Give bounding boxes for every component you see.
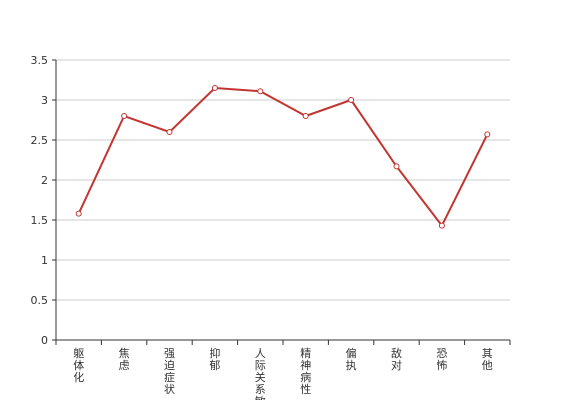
axes [52, 59, 511, 345]
x-tick-label: 偏执 [346, 346, 357, 372]
x-tick-labels: 躯体化 焦虑 强迫症状 抑郁 人际关系敏感 精神病性 偏执 敌对 恐怖 其他 [73, 346, 493, 404]
x-tick-label: 敌对 [391, 346, 402, 372]
data-point [302, 113, 309, 119]
y-tick-label: 3.5 [31, 54, 49, 67]
series-line [77, 87, 489, 227]
y-tick-label: 0.5 [31, 294, 49, 307]
data-point [211, 85, 218, 91]
data-point [75, 210, 82, 217]
data-point [438, 222, 445, 229]
x-tick-label: 恐怖 [436, 347, 447, 372]
x-tick-label: 躯体化 [73, 347, 84, 384]
y-tick-labels: 0 0.5 1 1.5 2 2.5 3 3.5 [31, 54, 49, 347]
y-tick-label: 1 [41, 254, 48, 267]
data-point [348, 97, 355, 103]
x-tick-label: 其他 [482, 347, 493, 372]
y-tick-label: 0 [41, 334, 48, 347]
data-point [257, 88, 264, 95]
x-tick-label: 精神病性 [300, 347, 311, 396]
data-point [484, 131, 491, 138]
data-point [393, 163, 400, 170]
data-point [121, 113, 128, 119]
y-tick-label: 3 [41, 94, 48, 107]
x-tick-label: 焦虑 [119, 347, 130, 372]
y-tick-label: 2 [41, 174, 48, 187]
x-tick-label: 人际关系敏感 [255, 347, 266, 400]
series [75, 85, 491, 229]
data-point [166, 129, 173, 135]
x-tick-label: 抑郁 [209, 346, 220, 372]
x-tick-label: 强迫症状 [164, 347, 175, 396]
grid-lines [56, 59, 510, 301]
y-tick-label: 1.5 [31, 214, 49, 227]
y-tick-label: 2.5 [31, 134, 49, 147]
